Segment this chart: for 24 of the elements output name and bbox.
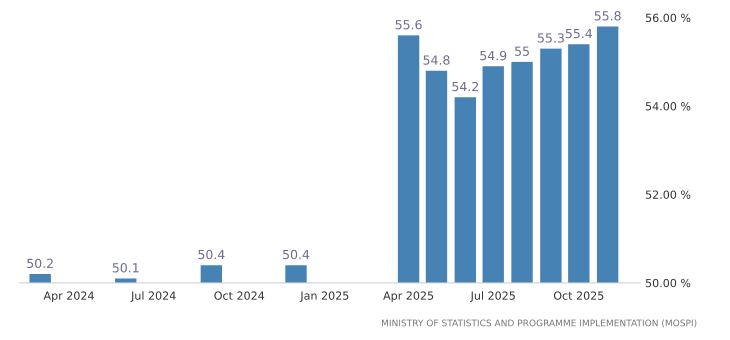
text: MINISTRY OF STATISTICS AND PROGRAMME IMPLEMENTATION (MOSPI) [382,319,696,328]
data-label: 50.4 [198,250,225,260]
data-label: 50.4 [283,250,310,260]
x-tick-label: Apr 2024 [44,291,94,302]
data-label: 54.8 [424,55,450,65]
y-tick-label: 52.00 % [646,190,690,199]
data-label: 55.8 [594,11,621,21]
x-tick-label: Jan 2025 [300,291,348,302]
y-tick-label: 54.00 % [646,102,690,110]
x-tick-label: Oct 2025 [554,291,604,300]
data-label: 55.3 [538,33,564,43]
x-tick-label: Oct 2024 [214,291,264,300]
y-tick-label: 50.00 % [646,278,690,288]
x-tick-label: Apr 2025 [383,291,434,302]
data-label: 55.4 [566,28,592,38]
data-label: 54.2 [452,82,478,92]
data-label: 55.6 [396,20,422,30]
data-label: 50.1 [112,263,139,272]
data-label: 54.9 [480,50,506,60]
y-tick-label: 56.00 % [646,14,690,22]
data-label: 50.2 [27,258,53,268]
data-label: 55 [515,46,529,56]
x-tick-label: Jul 2024 [130,291,176,302]
x-tick-label: Jul 2025 [470,291,515,302]
